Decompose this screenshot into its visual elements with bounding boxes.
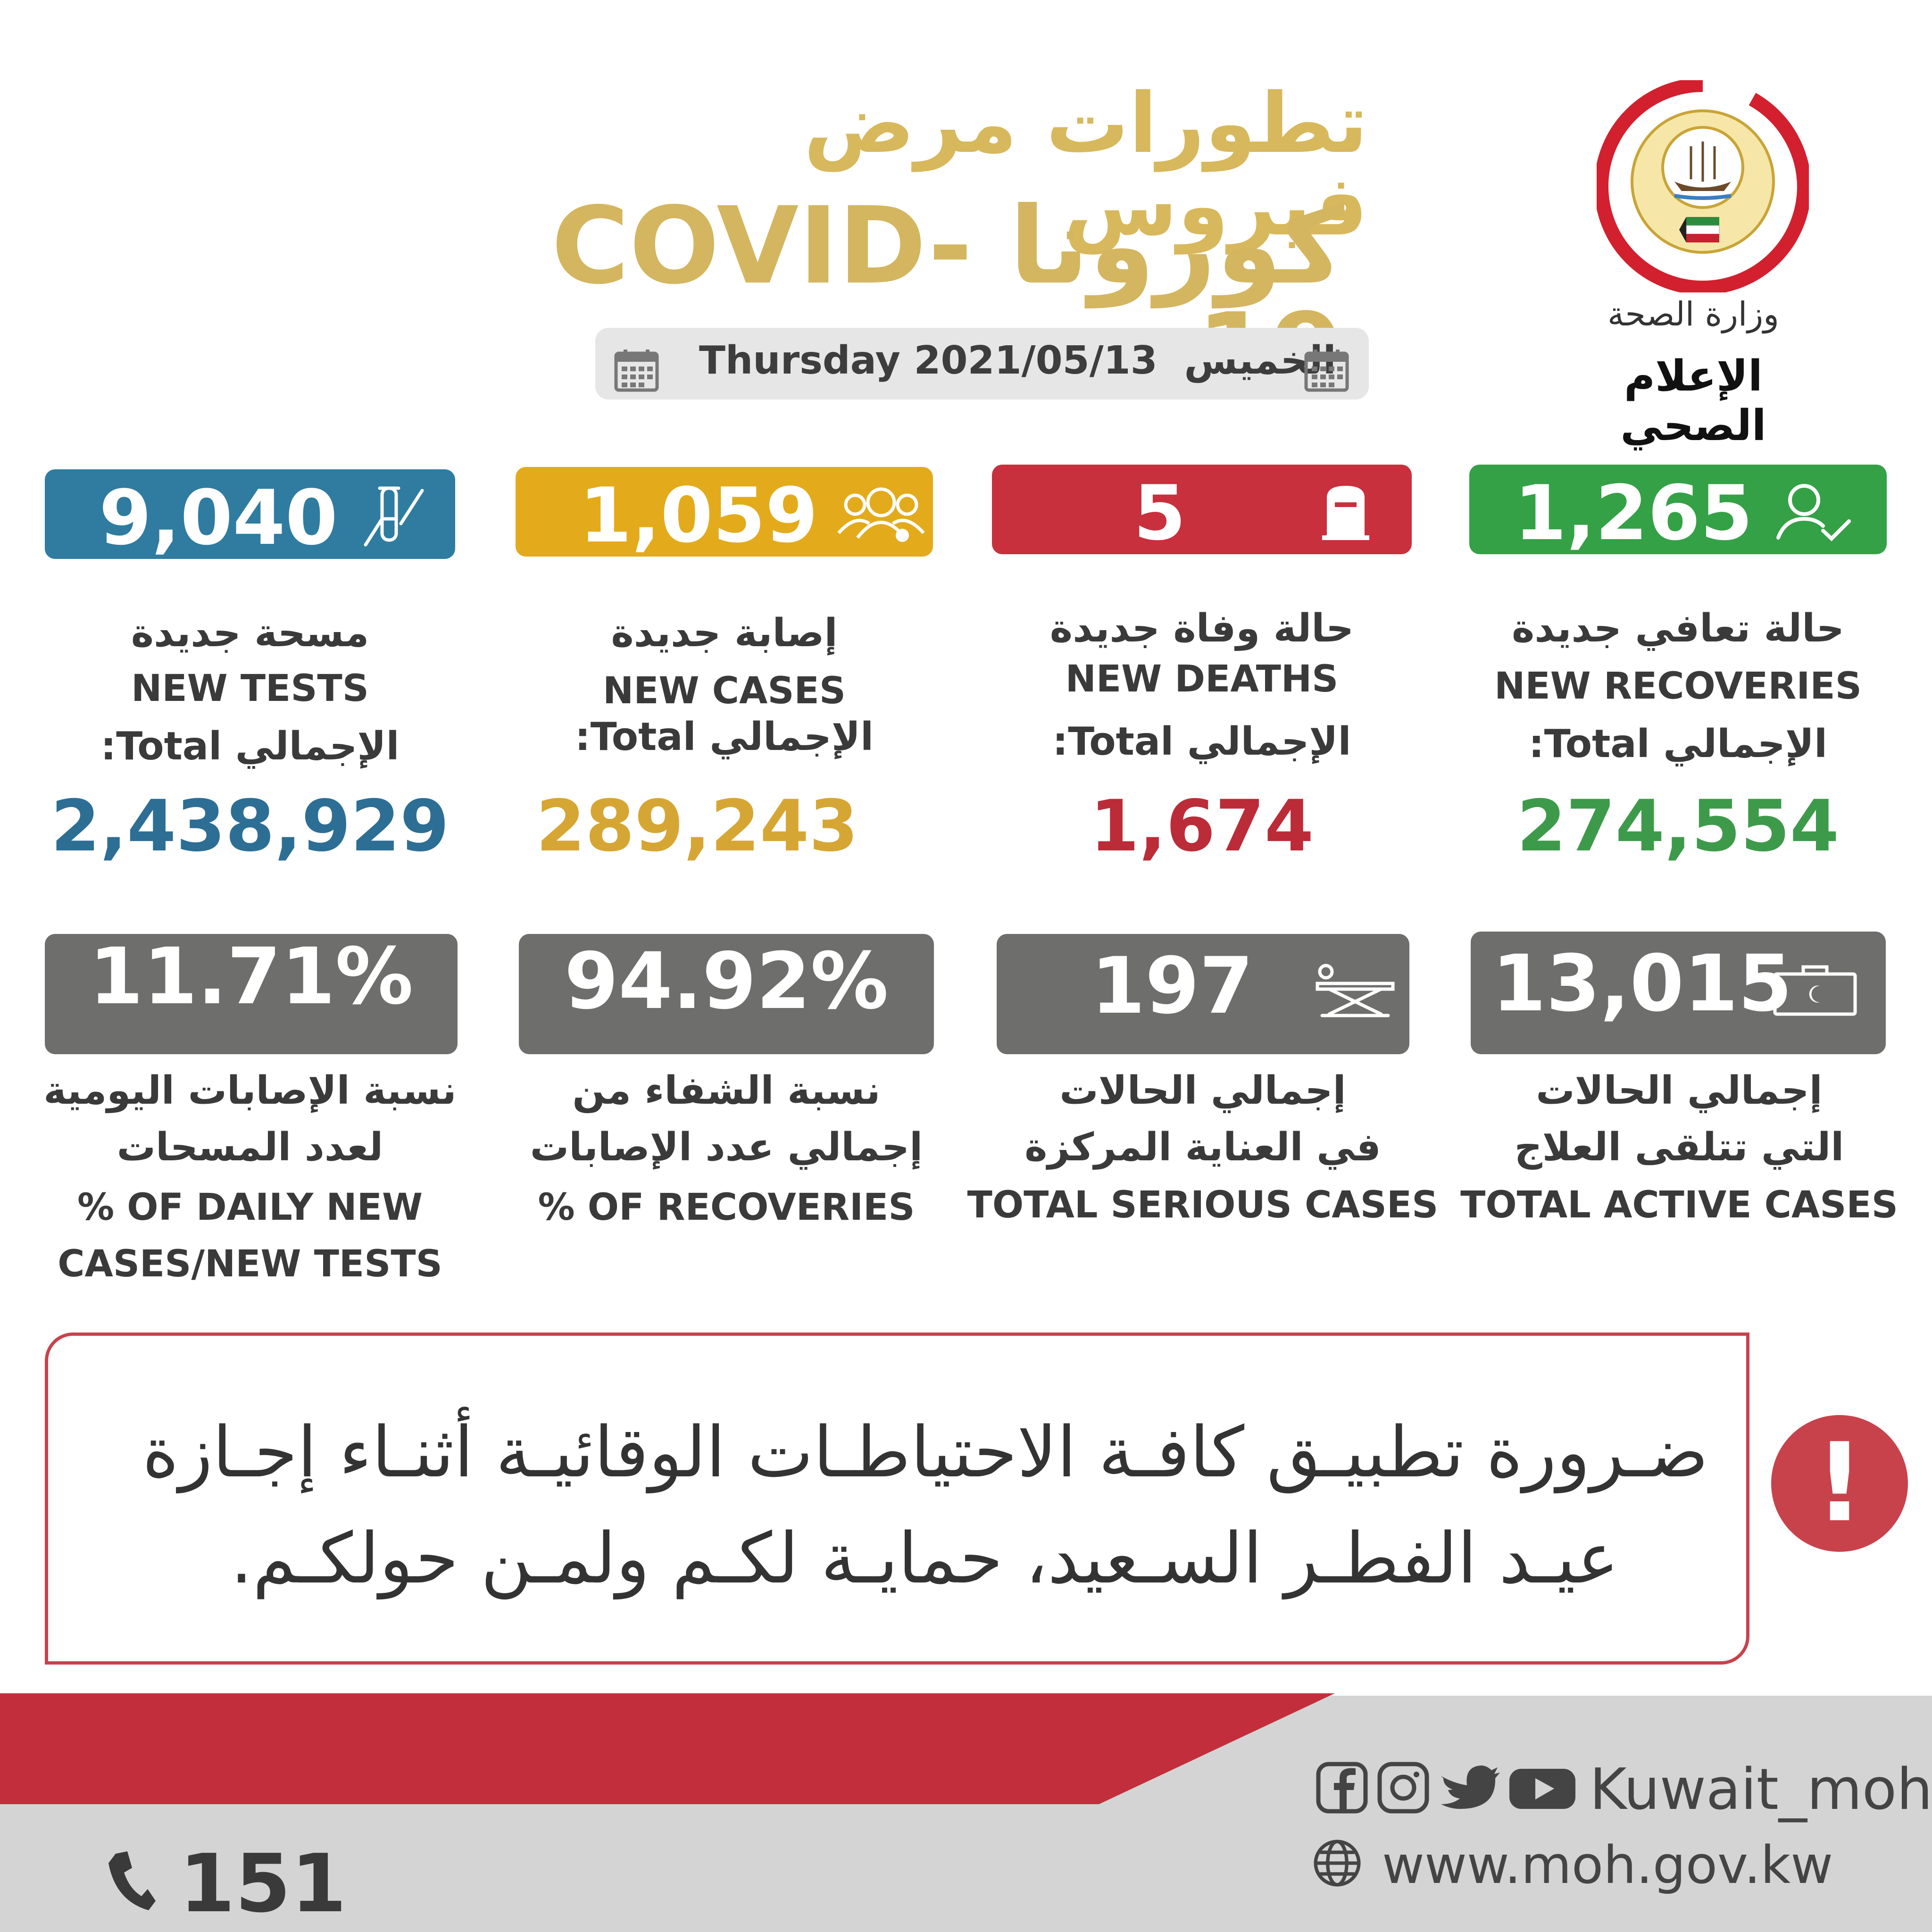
- facebook-icon: [1316, 1762, 1368, 1814]
- daily-pct-label-en-1: % OF DAILY NEW: [77, 1186, 423, 1229]
- new-cases-total: 289,243: [536, 785, 858, 867]
- serious-cases-box: 197: [997, 934, 1409, 1054]
- alert-line-1: ضـرورة تطبيـق كافـة الاحتياطـات الوقائيـ…: [142, 1412, 1708, 1493]
- alert-box: ضـرورة تطبيـق كافـة الاحتياطـات الوقائيـ…: [45, 1332, 1749, 1665]
- new-cases-label-ar: إصابة جديدة: [611, 611, 838, 656]
- tombstone-icon: [1322, 486, 1369, 540]
- new-tests-value: 9,040: [99, 474, 338, 562]
- new-tests-label-ar: مسحة جديدة: [131, 611, 369, 656]
- new-cases-value: 1,059: [579, 471, 818, 559]
- footer-red-band: [0, 1693, 1335, 1804]
- daily-pct-label-ar-2: لعدد المسحات: [117, 1125, 383, 1170]
- recovery-pct-label-ar-2: إجمالي عدد الإصابات: [530, 1125, 923, 1170]
- calendar-icon: [1304, 350, 1349, 392]
- new-deaths-total: 1,674: [1090, 785, 1314, 867]
- serious-cases-label-ar-2: في العناية المركزة: [1024, 1125, 1381, 1170]
- new-recoveries-value: 1,265: [1514, 469, 1753, 557]
- daily-pct-value: 11.71%: [89, 931, 414, 1022]
- instagram-icon: [1377, 1762, 1429, 1814]
- alert-message: ضـرورة تطبيـق كافـة الاحتياطـات الوقائيـ…: [105, 1399, 1708, 1612]
- new-recoveries-label-ar: حالة تعافي جديدة: [1511, 606, 1845, 651]
- new-cases-box: 1,059: [516, 467, 933, 559]
- first-aid-kit-icon: [1773, 965, 1857, 1016]
- serious-cases-label-en: TOTAL SERIOUS CASES: [967, 1184, 1439, 1226]
- ministry-name: وزارة الصحة: [1607, 295, 1779, 333]
- test-tube-icon: [364, 486, 424, 547]
- date-bar: Thursday 2021/05/13 الخميس: [595, 328, 1369, 400]
- recovery-pct-box: 94.92%: [519, 934, 934, 1054]
- new-tests-total-label: الإجمالي Total:: [100, 724, 400, 769]
- new-deaths-value: 5: [1133, 469, 1186, 557]
- phone-number: 151: [179, 1837, 347, 1931]
- recovery-pct-label-en-1: % OF RECOVERIES: [538, 1186, 915, 1229]
- active-cases-value: 13,015: [1492, 938, 1792, 1029]
- new-deaths-label-en: NEW DEATHS: [1065, 658, 1339, 700]
- website-link[interactable]: www.moh.gov.kw: [1382, 1835, 1833, 1895]
- date-english: Thursday 2021/05/13: [699, 338, 1158, 383]
- new-cases-total-label: الإجمالي Total:: [575, 715, 874, 759]
- alert-line-2: عيـد الفطـر السـعيد، حمايـة لكـم ولمـن ح…: [230, 1518, 1619, 1599]
- social-handle[interactable]: Kuwait_moh: [1590, 1757, 1932, 1823]
- daily-pct-label-ar-1: نسبة الإصابات اليومية: [43, 1068, 457, 1113]
- page-title-arabic: تطورات مرض فيروس: [803, 76, 1368, 254]
- daily-pct-label-en-2: CASES/NEW TESTS: [58, 1243, 442, 1285]
- twitter-icon: [1441, 1765, 1500, 1809]
- health-media-label: الإعلام الصحي: [1620, 351, 1766, 450]
- new-recoveries-total-label: الإجمالي Total:: [1528, 722, 1828, 766]
- new-deaths-box: 5: [992, 465, 1412, 557]
- phone-icon: [106, 1849, 158, 1915]
- youtube-icon: [1509, 1769, 1575, 1809]
- date-label: Thursday 2021/05/13 الخميس: [699, 338, 1336, 383]
- new-recoveries-label-en: NEW RECOVERIES: [1494, 665, 1862, 708]
- new-tests-total: 2,438,929: [50, 785, 450, 867]
- calendar-icon: [614, 350, 659, 392]
- recovery-pct-label-ar-1: نسبة الشفاء من: [572, 1068, 881, 1113]
- new-tests-box: 9,040: [45, 469, 455, 562]
- globe-icon: [1311, 1837, 1368, 1894]
- stretcher-icon: [1316, 964, 1395, 1017]
- active-cases-box: 13,015: [1471, 932, 1886, 1054]
- new-deaths-total-label: الإجمالي Total:: [1052, 719, 1351, 764]
- social-icons: [1316, 1757, 1590, 1818]
- people-virus-icon: [837, 487, 925, 542]
- active-cases-label-ar-2: التي تتلقى العلاج: [1514, 1125, 1844, 1170]
- new-deaths-label-ar: حالة وفاة جديدة: [1049, 606, 1354, 651]
- serious-cases-label-ar-1: إجمالي الحالات: [1059, 1068, 1346, 1113]
- new-tests-label-en: NEW TESTS: [131, 667, 369, 710]
- person-check-icon: [1776, 484, 1851, 541]
- new-recoveries-box: 1,265: [1469, 465, 1887, 557]
- active-cases-label-en: TOTAL ACTIVE CASES: [1460, 1184, 1898, 1226]
- active-cases-label-ar-1: إجمالي الحالات: [1536, 1068, 1823, 1113]
- serious-cases-value: 197: [1091, 941, 1254, 1031]
- new-cases-label-en: NEW CASES: [603, 670, 846, 712]
- new-recoveries-total: 274,554: [1516, 785, 1840, 867]
- ministry-logo: [1597, 80, 1809, 292]
- recovery-pct-value: 94.92%: [564, 936, 889, 1026]
- exclamation-icon: !: [1771, 1415, 1908, 1552]
- daily-pct-box: 11.71%: [45, 931, 458, 1054]
